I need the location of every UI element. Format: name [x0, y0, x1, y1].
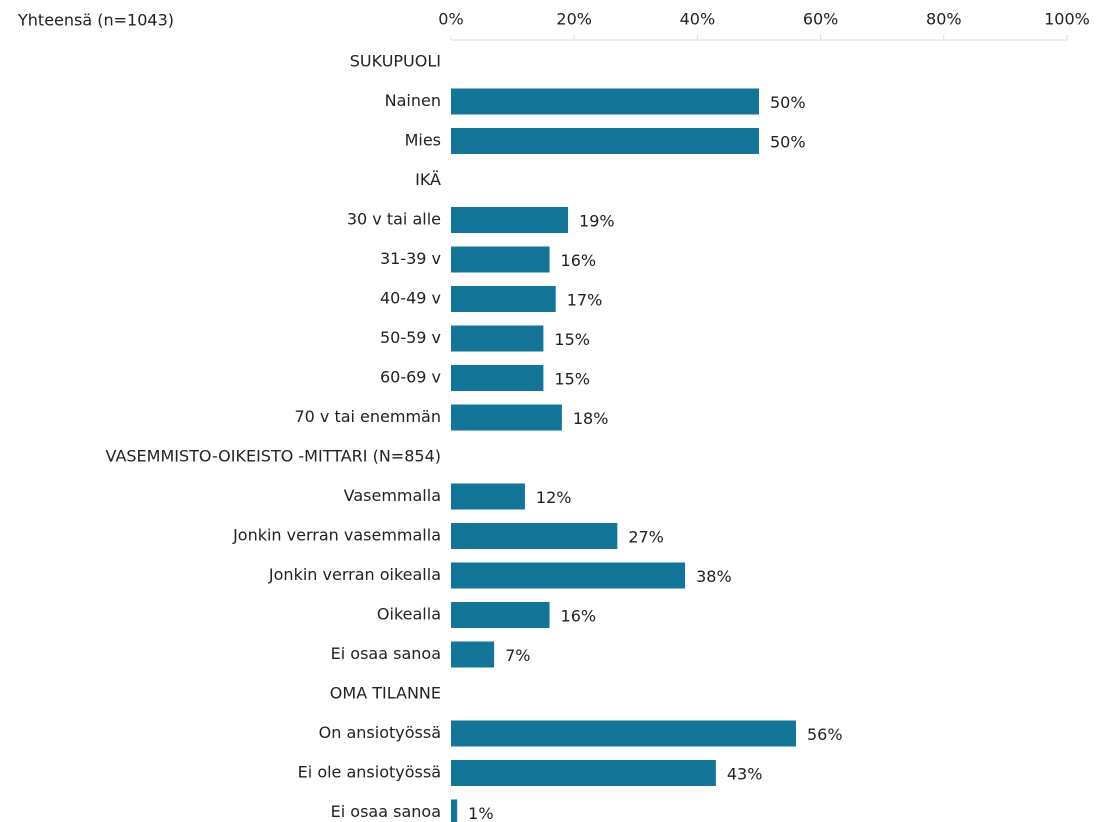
value-label: 16%	[561, 251, 597, 270]
value-label: 50%	[770, 93, 806, 112]
value-label: 19%	[579, 212, 615, 231]
value-label: 50%	[770, 133, 806, 152]
value-label: 27%	[628, 528, 664, 547]
x-tick-label: 20%	[556, 10, 592, 29]
bar	[451, 286, 556, 312]
value-label: 38%	[696, 567, 732, 586]
x-tick-label: 100%	[1044, 10, 1090, 29]
bar	[451, 365, 544, 391]
y-tick-label: On ansiotyössä	[319, 723, 441, 742]
y-tick-label: SUKUPUOLI	[350, 52, 441, 71]
bar	[451, 88, 759, 115]
bar	[451, 641, 495, 668]
bar	[451, 128, 759, 154]
y-tick-label: Ei osaa sanoa	[331, 644, 441, 663]
value-label: 43%	[727, 765, 763, 784]
bar	[451, 207, 569, 233]
x-tick-label: 40%	[680, 10, 716, 29]
y-tick-label: Ei ole ansiotyössä	[298, 763, 441, 782]
value-label: 16%	[561, 607, 597, 626]
value-label: 12%	[536, 488, 572, 507]
x-tick-label: 0%	[438, 10, 463, 29]
y-tick-label: 70 v tai enemmän	[294, 407, 441, 426]
chart-title: Yhteensä (n=1043)	[17, 11, 174, 30]
bar	[451, 562, 686, 589]
value-label: 18%	[573, 409, 609, 428]
y-tick-label: Nainen	[385, 91, 441, 110]
y-tick-label: Mies	[405, 131, 441, 150]
y-tick-label: 30 v tai alle	[347, 210, 441, 229]
y-tick-label: Ei osaa sanoa	[331, 802, 441, 821]
y-tick-label: Jonkin verran oikealla	[268, 565, 441, 584]
y-tick-label: 50-59 v	[380, 328, 441, 347]
bar	[451, 799, 458, 822]
y-tick-label: VASEMMISTO-OIKEISTO -MITTARI (N=854)	[106, 447, 441, 466]
y-tick-label: 40-49 v	[380, 289, 441, 308]
y-tick-label: Vasemmalla	[344, 486, 441, 505]
y-tick-label: 31-39 v	[380, 249, 441, 268]
y-tick-label: Oikealla	[377, 605, 441, 624]
value-label: 17%	[567, 291, 603, 310]
bar	[451, 602, 550, 628]
bar	[451, 404, 562, 431]
x-tick-label: 60%	[803, 10, 839, 29]
y-tick-label: 60-69 v	[380, 368, 441, 387]
x-tick-label: 80%	[926, 10, 962, 29]
value-label: 15%	[554, 330, 590, 349]
bar	[451, 720, 796, 747]
value-label: 56%	[807, 725, 843, 744]
bar	[451, 760, 716, 786]
bar	[451, 246, 550, 273]
y-tick-label: Jonkin verran vasemmalla	[232, 526, 441, 545]
value-label: 1%	[468, 804, 493, 822]
y-tick-label: OMA TILANNE	[330, 684, 441, 703]
bar	[451, 325, 544, 352]
value-label: 7%	[505, 646, 530, 665]
bar	[451, 523, 618, 549]
y-tick-label: IKÄ	[415, 170, 441, 189]
bar	[451, 483, 525, 510]
value-label: 15%	[554, 370, 590, 389]
